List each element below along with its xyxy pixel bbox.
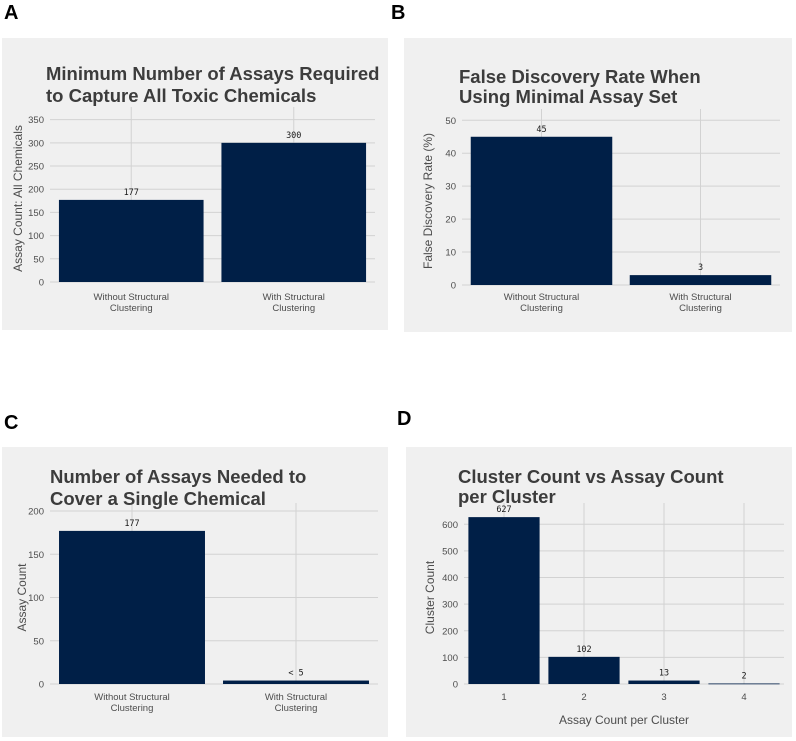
bar: [708, 683, 780, 685]
x-tick-label: Clustering: [272, 303, 315, 314]
chart-title: per Cluster: [458, 486, 556, 507]
chart-title: Using Minimal Assay Set: [459, 86, 677, 107]
y-tick-label: 200: [442, 626, 458, 637]
y-axis-label: False Discovery Rate (%): [421, 133, 435, 269]
data-label: 45: [536, 125, 546, 135]
y-tick-label: 0: [451, 281, 456, 292]
chart-title: Number of Assays Needed to: [50, 466, 306, 487]
data-label: 177: [124, 188, 139, 198]
y-tick-label: 40: [445, 149, 456, 160]
y-tick-label: 300: [442, 600, 458, 611]
x-tick-label: With Structural: [265, 692, 327, 703]
data-label: 2: [741, 671, 746, 681]
bar: [548, 656, 620, 684]
x-axis-label: Assay Count per Cluster: [559, 713, 689, 727]
y-tick-label: 100: [442, 653, 458, 664]
x-tick-label: Clustering: [679, 303, 722, 314]
y-tick-label: 150: [28, 208, 44, 219]
x-tick-label: With Structural: [669, 292, 731, 303]
chart-title: to Capture All Toxic Chemicals: [46, 85, 316, 106]
x-tick-label: With Structural: [263, 292, 325, 303]
y-tick-label: 400: [442, 573, 458, 584]
x-tick-label: Without Structural: [94, 692, 170, 703]
bar: [470, 136, 613, 285]
bar: [221, 142, 367, 282]
bar: [628, 680, 700, 684]
y-tick-label: 10: [445, 248, 456, 259]
y-tick-label: 150: [28, 550, 44, 561]
y-tick-label: 0: [39, 680, 44, 691]
y-tick-label: 50: [33, 636, 44, 647]
bar: [223, 680, 369, 684]
y-axis-label: Cluster Count: [423, 560, 437, 634]
bar: [58, 199, 204, 282]
y-tick-label: 50: [33, 254, 44, 265]
chart-title: False Discovery Rate When: [459, 66, 701, 87]
y-tick-label: 300: [28, 138, 44, 149]
y-tick-label: 0: [453, 680, 458, 691]
x-tick-label: 2: [581, 692, 586, 703]
y-tick-label: 100: [28, 231, 44, 242]
x-tick-label: Clustering: [110, 303, 153, 314]
panel-letter-b: B: [391, 2, 406, 24]
bar: [629, 275, 772, 285]
data-label: 627: [496, 505, 511, 515]
data-label: 102: [576, 645, 591, 655]
y-tick-label: 600: [442, 520, 458, 531]
chart-title: Cover a Single Chemical: [50, 488, 266, 509]
y-tick-label: 100: [28, 593, 44, 604]
panel-letter-a: A: [4, 2, 19, 24]
data-label: 13: [659, 669, 669, 679]
chart-title: Cluster Count vs Assay Count: [458, 466, 724, 487]
y-axis-label: Assay Count: All Chemicals: [11, 125, 25, 272]
panel-letter-d: D: [397, 408, 412, 430]
y-tick-label: 30: [445, 182, 456, 193]
data-label: 3: [698, 263, 703, 273]
data-label: 177: [124, 519, 139, 529]
y-tick-label: 200: [28, 507, 44, 518]
data-label: 300: [286, 131, 301, 141]
panel-letter-c: C: [4, 412, 19, 434]
y-tick-label: 350: [28, 115, 44, 126]
y-tick-label: 250: [28, 162, 44, 173]
x-tick-label: Without Structural: [504, 292, 580, 303]
chart-panel-a: 0 50 100 150 200 250 300 350 177 Without Structur…: [2, 38, 388, 330]
y-tick-label: 20: [445, 215, 456, 226]
x-tick-label: Clustering: [275, 703, 318, 714]
chart-panel-d: 0 100 200 300 400 500 600 627 1 102 2 13 3 2 4 Cluster …: [406, 447, 792, 737]
x-tick-label: Without Structural: [94, 292, 170, 303]
chart-title: Minimum Number of Assays Required: [46, 63, 379, 84]
y-axis-label: Assay Count: [15, 563, 29, 632]
y-tick-label: 200: [28, 185, 44, 196]
data-label: < 5: [288, 669, 303, 679]
x-tick-label: 4: [741, 692, 746, 703]
y-tick-label: 500: [442, 546, 458, 557]
x-tick-label: 3: [661, 692, 666, 703]
x-tick-label: Clustering: [520, 303, 563, 314]
x-tick-label: Clustering: [111, 703, 154, 714]
y-tick-label: 50: [445, 116, 456, 127]
y-tick-label: 0: [39, 278, 44, 289]
x-tick-label: 1: [501, 692, 506, 703]
bar: [59, 530, 205, 684]
bar: [468, 517, 540, 684]
